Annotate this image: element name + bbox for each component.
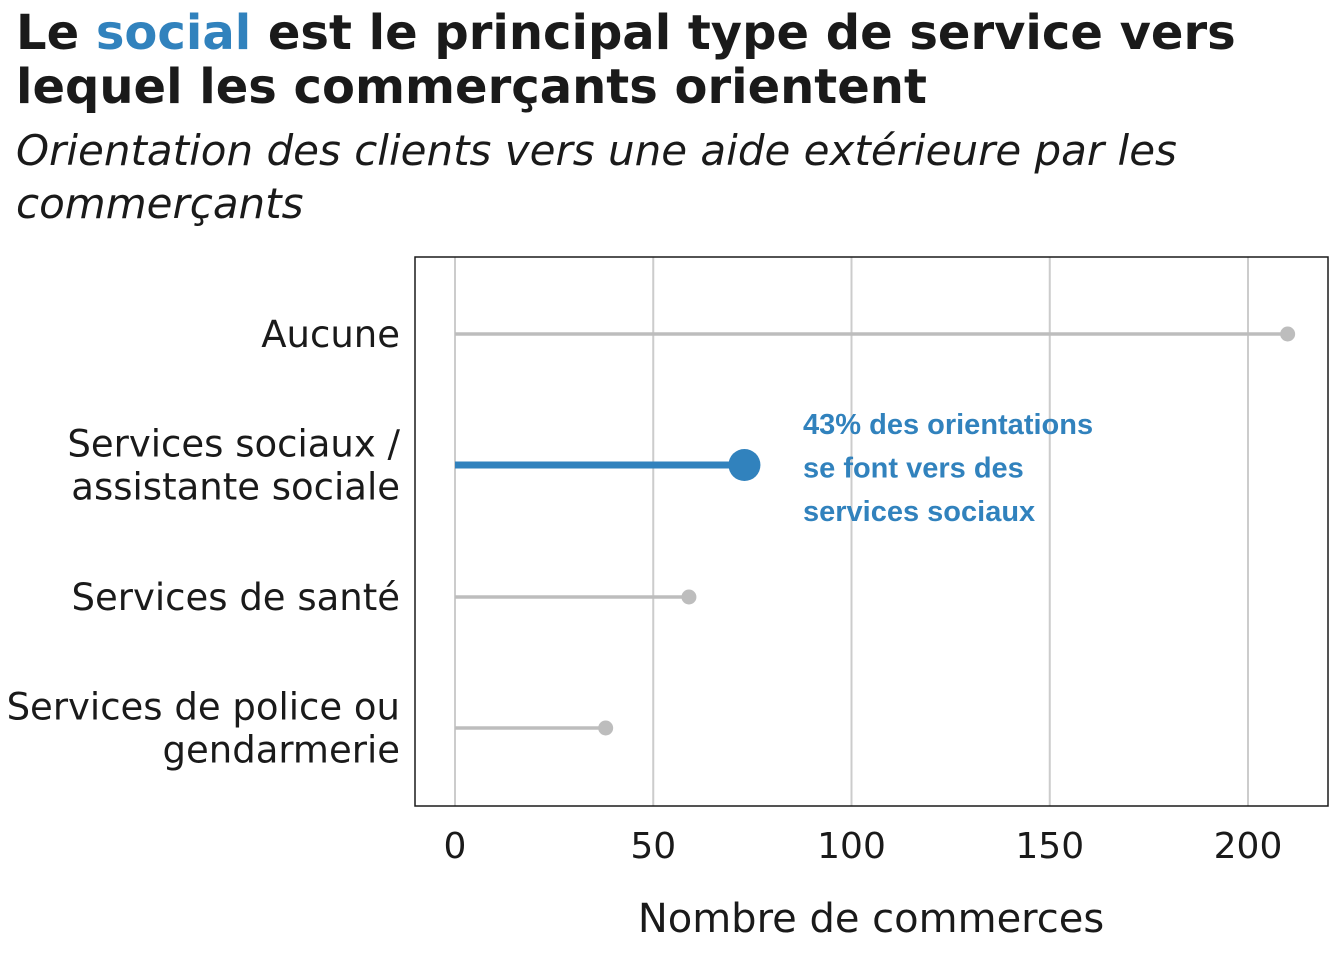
category-label-line: gendarmerie [163,729,400,772]
category-label-2: Services de santé [72,576,400,619]
lollipop-dots [598,326,1296,736]
dot-2 [681,589,697,605]
chart-title: Le social est le principal type de servi… [16,6,1326,114]
chart-subtitle: Orientation des clients vers une aide ex… [16,126,1177,228]
title-highlight: social [95,5,252,61]
title-prefix: Le [16,5,80,61]
annotation: 43% des orientations se font vers des serv… [803,409,1093,528]
x-axis-title: Nombre de commerces [638,896,1104,942]
category-label-0: Aucune [261,313,400,356]
x-tick-label-0: 0 [444,826,467,867]
category-label-3: Services de police ou gendarmerie [7,686,400,772]
lollipop-stems [455,332,1288,730]
annotation-line: se font vers des [803,453,1024,485]
category-label-line: Services sociaux / [67,423,400,466]
x-tick-label-200: 200 [1214,826,1283,867]
x-tick-label-100: 100 [817,826,886,867]
dot-0 [1280,326,1296,342]
category-label-line: Services de santé [72,576,400,619]
x-tick-label-150: 150 [1015,826,1084,867]
x-tick-labels: 0 50 100 150 200 [444,826,1283,867]
x-tick-label-50: 50 [630,826,676,867]
category-label-line: Aucune [261,313,400,356]
category-labels: Aucune Services sociaux / assistante socia… [7,313,401,772]
title-suffix: est le principal type de service vers le… [16,5,1236,115]
grid-lines [454,257,1249,806]
category-label-1: Services sociaux / assistante sociale [67,423,400,509]
category-label-line: assistante sociale [71,466,400,509]
category-label-line: Services de police ou [7,686,400,729]
annotation-line: services sociaux [803,496,1035,528]
annotation-text: 43% des orientations se font vers des serv… [803,409,1093,528]
dot-1 [728,449,761,481]
annotation-line: 43% des orientations [803,409,1093,441]
plot-panel-border [414,256,1329,807]
dot-3 [598,720,614,736]
